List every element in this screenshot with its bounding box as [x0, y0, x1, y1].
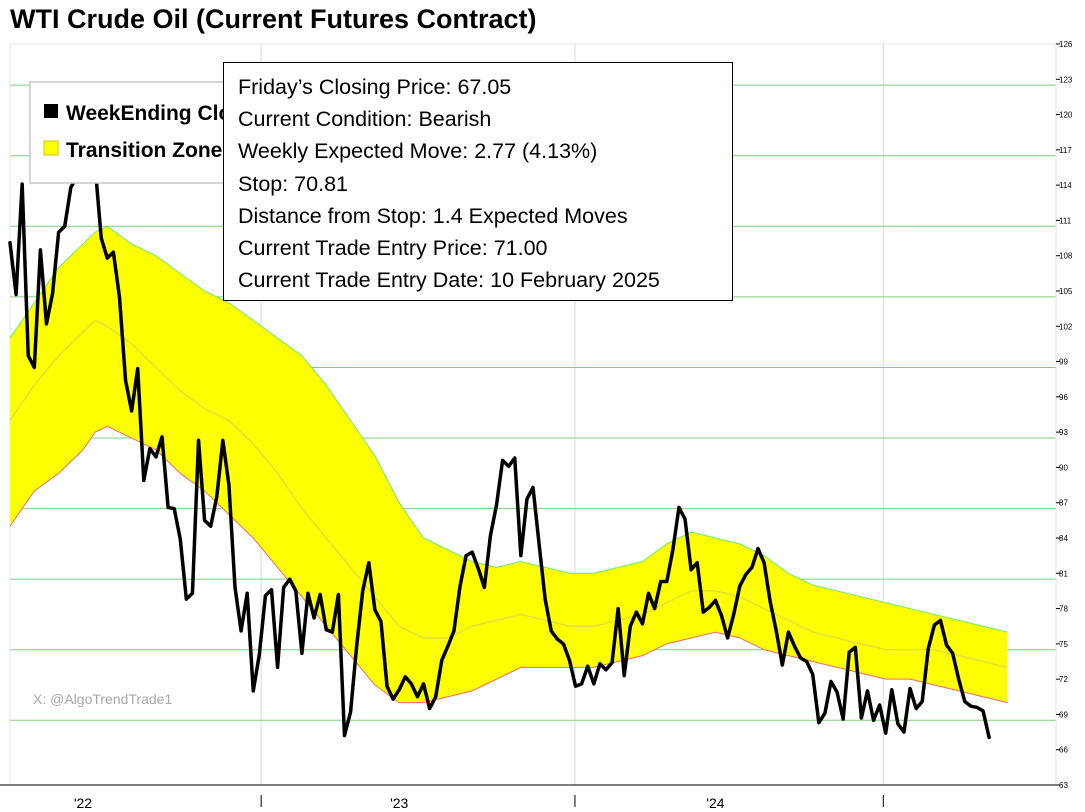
legend-label-zone: Transition Zone — [66, 139, 222, 162]
price-line-layer — [8, 136, 991, 740]
y-tick-label: 63 — [1059, 781, 1068, 790]
entry-price: Current Trade Entry Price: 71.00 — [238, 236, 548, 261]
x-tick-label: '23 — [390, 795, 408, 811]
weekly-expected-move: Weekly Expected Move: 2.77 (4.13%) — [238, 139, 598, 164]
y-tick-label: 87 — [1059, 499, 1068, 508]
y-tick-label: 93 — [1059, 428, 1068, 437]
x-tick-label: '24 — [706, 795, 724, 811]
chart-title: WTI Crude Oil (Current Futures Contract) — [10, 4, 537, 34]
y-tick-label: 126 — [1059, 40, 1073, 49]
transition-zone-band — [10, 226, 1008, 703]
y-tick-label: 84 — [1059, 534, 1068, 543]
entry-date: Current Trade Entry Date: 10 February 20… — [238, 268, 660, 293]
y-tick-label: 72 — [1059, 675, 1068, 684]
y-tick-label: 111 — [1059, 216, 1072, 225]
y-tick-label: 96 — [1059, 393, 1068, 402]
legend-swatch-zone — [43, 140, 59, 156]
y-tick-label: 102 — [1059, 322, 1073, 331]
zone-lower-edge — [9, 425, 1008, 704]
y-tick-label: 120 — [1059, 111, 1073, 120]
y-tick-label: 105 — [1059, 287, 1073, 296]
y-tick-label: 90 — [1059, 463, 1068, 472]
zone-midline — [9, 319, 1008, 669]
weekending-close-line — [8, 136, 991, 740]
y-tick-label: 81 — [1059, 569, 1068, 578]
x-tick-label: '22 — [74, 795, 92, 811]
zone-upper-edge — [9, 225, 1008, 633]
legend-label-close: WeekEnding Close — [66, 102, 255, 125]
y-tick-label: 108 — [1059, 252, 1073, 261]
transition-zone-layer — [9, 225, 1008, 704]
y-tick-label: 99 — [1059, 358, 1068, 367]
y-tick-label: 117 — [1059, 146, 1072, 155]
legend-swatch-close — [44, 104, 58, 118]
watermark: X: @AlgoTrendTrade1 — [33, 691, 172, 707]
current-condition: Current Condition: Bearish — [238, 107, 492, 132]
y-tick-label: 114 — [1059, 181, 1072, 190]
y-tick-label: 69 — [1059, 710, 1068, 719]
legend-box — [29, 81, 243, 184]
legend: WeekEnding Close Transition Zone — [29, 81, 255, 184]
distance-from-stop: Distance from Stop: 1.4 Expected Moves — [238, 203, 628, 228]
y-tick-label: 66 — [1059, 746, 1068, 755]
axis-layer: 63 66 69 72 75 78 81 84 87 90 93 96 99 102 105 108 111 11… — [0, 40, 1073, 811]
y-tick-label: 78 — [1059, 605, 1068, 614]
y-tick-label: 75 — [1059, 640, 1068, 649]
info-box: Friday’s Closing Price: 67.05 Current Co… — [223, 62, 733, 301]
closing-price: Friday’s Closing Price: 67.05 — [238, 75, 512, 99]
stop-level: Stop: 70.81 — [238, 171, 348, 196]
y-tick-label: 123 — [1059, 75, 1073, 84]
